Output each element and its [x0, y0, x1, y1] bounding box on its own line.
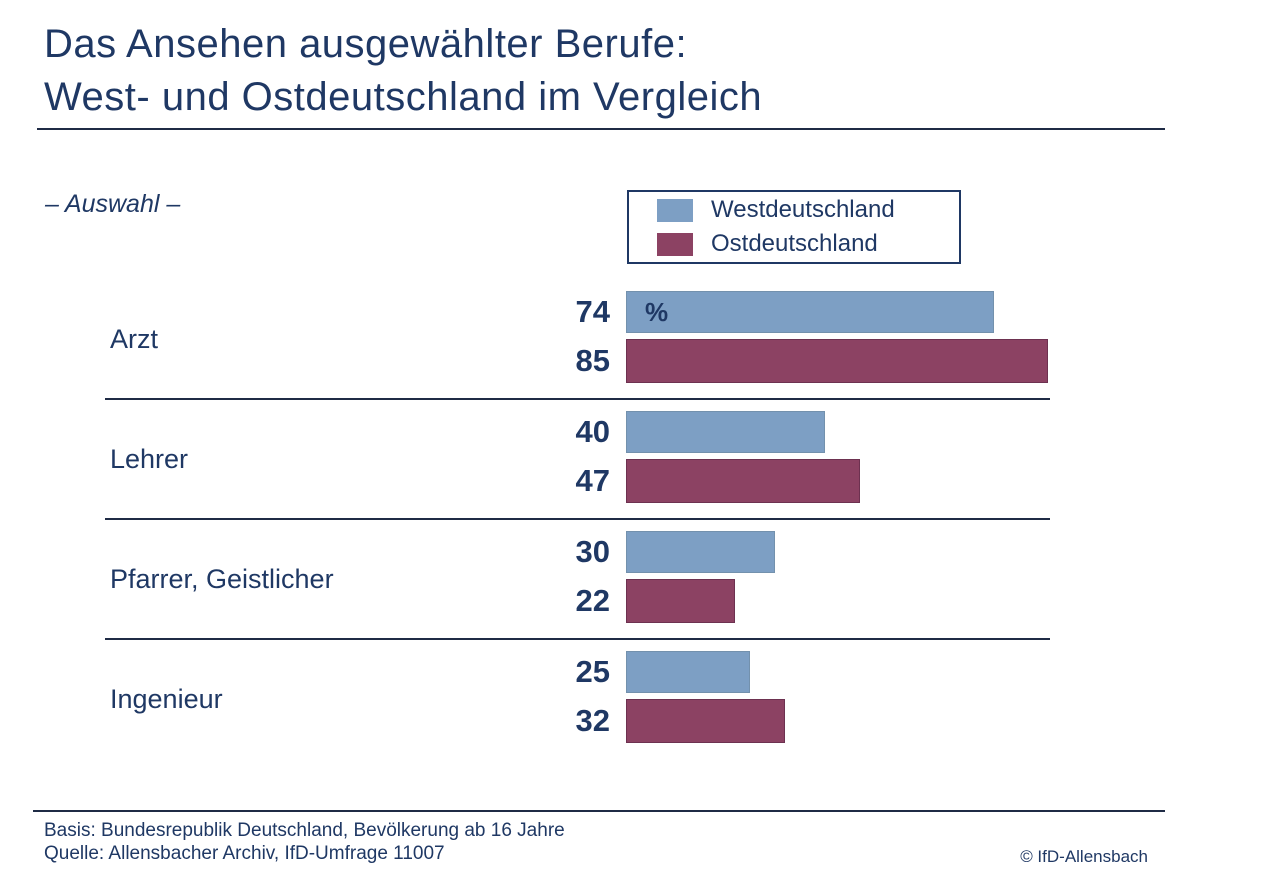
west-bar-row: 40: [521, 411, 825, 453]
bar-west: [626, 651, 750, 693]
chart-group: Lehrer 40 47: [105, 400, 1050, 520]
bar-west: [626, 531, 775, 573]
value-label: 22: [575, 583, 610, 618]
bar-ost: [626, 339, 1048, 383]
west-bar-row: 74 %: [521, 291, 994, 333]
value-label: 40: [575, 414, 610, 449]
value-label: 30: [575, 534, 610, 569]
value-label: 25: [575, 654, 610, 689]
category-label: Ingenieur: [110, 684, 223, 714]
value-label: 47: [575, 463, 610, 498]
category-label: Pfarrer, Geistlicher: [110, 564, 334, 594]
category-label: Arzt: [110, 324, 159, 354]
value-label: 74: [575, 294, 610, 329]
chart-group: Arzt 74 % 85: [105, 280, 1050, 400]
legend-swatch-ost: [657, 232, 693, 256]
bar-ost: [626, 579, 735, 623]
percent-sign: %: [645, 297, 669, 327]
west-bar-row: 25: [521, 651, 750, 693]
ost-bar-row: 47: [521, 459, 860, 503]
value-label: 32: [575, 703, 610, 738]
bar-ost: [626, 699, 785, 743]
legend-box: Westdeutschland Ostdeutschland: [627, 190, 961, 264]
footer-divider: [33, 810, 1165, 812]
ost-bar-row: 22: [521, 579, 735, 623]
category-label: Lehrer: [110, 444, 189, 474]
legend-swatch-west: [657, 198, 693, 222]
chart-group: Ingenieur 25 32: [105, 640, 1050, 760]
bar-ost: [626, 459, 860, 503]
bar-west: [626, 411, 825, 453]
legend-item-west: Westdeutschland: [657, 196, 959, 224]
page-title-line2: West- und Ostdeutschland im Vergleich: [44, 75, 763, 119]
legend-label-ost: Ostdeutschland: [711, 230, 878, 257]
subtitle-auswahl: – Auswahl –: [45, 190, 181, 218]
quelle-text: Quelle: Allensbacher Archiv, IfD-Umfrage…: [44, 843, 445, 864]
basis-text: Basis: Bundesrepublik Deutschland, Bevöl…: [44, 820, 565, 841]
page-title-line1: Das Ansehen ausgewählter Berufe:: [44, 22, 688, 66]
page-title: Das Ansehen ausgewählter Berufe: West- u…: [44, 18, 762, 124]
legend-item-ost: Ostdeutschland: [657, 230, 959, 258]
title-divider: [37, 128, 1165, 130]
value-label: 85: [575, 343, 610, 378]
chart-groups: Arzt 74 % 85 Lehrer 40 47 Pfarrer, Geis: [105, 280, 1050, 760]
chart-group: Pfarrer, Geistlicher 30 22: [105, 520, 1050, 640]
legend-label-west: Westdeutschland: [711, 196, 895, 223]
west-bar-row: 30: [521, 531, 775, 573]
bar-west: %: [626, 291, 994, 333]
ost-bar-row: 85: [521, 339, 1048, 383]
ost-bar-row: 32: [521, 699, 785, 743]
copyright-text: © IfD-Allensbach: [1020, 847, 1148, 866]
